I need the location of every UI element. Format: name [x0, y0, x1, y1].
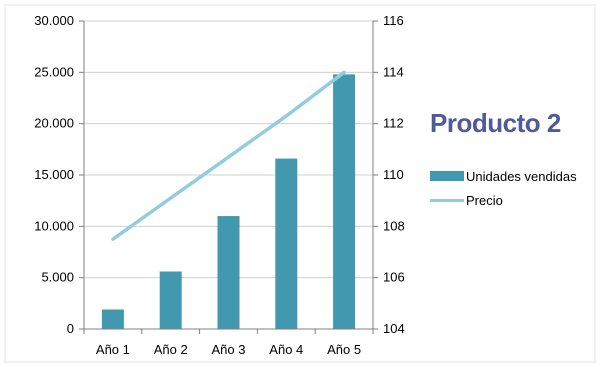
left-tick-label: 25.000 [34, 64, 74, 79]
right-tick-label: 116 [383, 13, 404, 28]
right-tick-label: 112 [383, 116, 404, 131]
x-tick-label: Año 5 [327, 342, 361, 357]
right-axis-ticks: 104 106 108 110 112 114 116 [373, 13, 405, 336]
left-tick-label: 15.000 [34, 167, 74, 182]
chart-title: Producto 2 [430, 108, 561, 138]
chart-border [4, 4, 596, 363]
bar [333, 74, 356, 330]
left-axis-ticks: 0 5.000 10.000 15.000 20.000 25.000 30.000 [34, 13, 84, 336]
left-tick-label: 30.000 [34, 13, 74, 28]
x-tick-label: Año 3 [212, 342, 246, 357]
left-tick-label: 0 [67, 321, 74, 336]
x-tick-label: Año 4 [269, 342, 303, 357]
line-series [111, 70, 346, 241]
legend: Unidades vendidas Precio [430, 164, 598, 212]
bar-series [101, 74, 356, 330]
bar [275, 158, 298, 329]
price-line [111, 70, 346, 241]
left-tick-label: 10.000 [34, 218, 74, 233]
x-tick-label: Año 1 [96, 342, 130, 357]
right-tick-label: 114 [383, 64, 404, 79]
right-tick-label: 110 [383, 167, 404, 182]
legend-label-line: Precio [466, 192, 503, 208]
left-tick-label: 20.000 [34, 116, 74, 131]
bar [217, 216, 240, 329]
bar [101, 309, 124, 329]
legend-swatch-line [430, 198, 464, 202]
right-tick-label: 104 [383, 321, 405, 336]
legend-item-bars: Unidades vendidas [430, 164, 598, 188]
left-tick-label: 5.000 [41, 270, 74, 285]
x-tick-label: Año 2 [154, 342, 188, 357]
legend-item-line: Precio [430, 188, 598, 212]
legend-label-bars: Unidades vendidas [466, 168, 577, 184]
right-tick-label: 108 [383, 218, 405, 233]
right-tick-label: 106 [383, 270, 405, 285]
bar [159, 271, 182, 329]
x-axis-ticks: Año 1 Año 2 Año 3 Año 4 Año 5 [83, 329, 374, 357]
legend-swatch-bar [430, 171, 464, 181]
